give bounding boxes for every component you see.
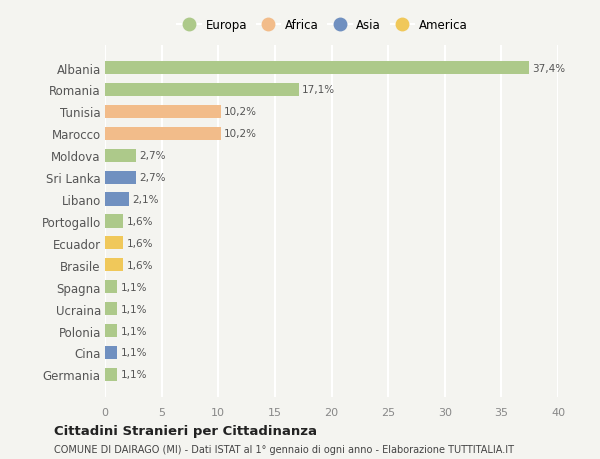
Bar: [105, 128, 221, 140]
Legend: Europa, Africa, Asia, America: Europa, Africa, Asia, America: [175, 17, 470, 34]
Text: 2,7%: 2,7%: [139, 151, 166, 161]
Bar: [105, 280, 118, 294]
Bar: [105, 84, 299, 97]
Text: 1,1%: 1,1%: [121, 326, 148, 336]
Text: 37,4%: 37,4%: [532, 63, 565, 73]
Text: 2,7%: 2,7%: [139, 173, 166, 183]
Bar: [105, 62, 529, 75]
Bar: [105, 302, 118, 315]
Text: 10,2%: 10,2%: [224, 129, 257, 139]
Text: COMUNE DI DAIRAGO (MI) - Dati ISTAT al 1° gennaio di ogni anno - Elaborazione TU: COMUNE DI DAIRAGO (MI) - Dati ISTAT al 1…: [54, 444, 514, 454]
Bar: [105, 368, 118, 381]
Text: 1,1%: 1,1%: [121, 304, 148, 314]
Text: 1,1%: 1,1%: [121, 282, 148, 292]
Bar: [105, 171, 136, 185]
Bar: [105, 106, 221, 119]
Text: 1,6%: 1,6%: [127, 238, 153, 248]
Text: 1,1%: 1,1%: [121, 369, 148, 380]
Text: 10,2%: 10,2%: [224, 107, 257, 117]
Bar: [105, 149, 136, 162]
Bar: [105, 193, 129, 206]
Text: Cittadini Stranieri per Cittadinanza: Cittadini Stranieri per Cittadinanza: [54, 425, 317, 437]
Bar: [105, 237, 123, 250]
Text: 17,1%: 17,1%: [302, 85, 335, 95]
Text: 1,6%: 1,6%: [127, 260, 153, 270]
Text: 1,1%: 1,1%: [121, 347, 148, 358]
Bar: [105, 324, 118, 337]
Bar: [105, 258, 123, 272]
Text: 1,6%: 1,6%: [127, 217, 153, 226]
Text: 2,1%: 2,1%: [132, 195, 158, 205]
Bar: [105, 346, 118, 359]
Bar: [105, 215, 123, 228]
